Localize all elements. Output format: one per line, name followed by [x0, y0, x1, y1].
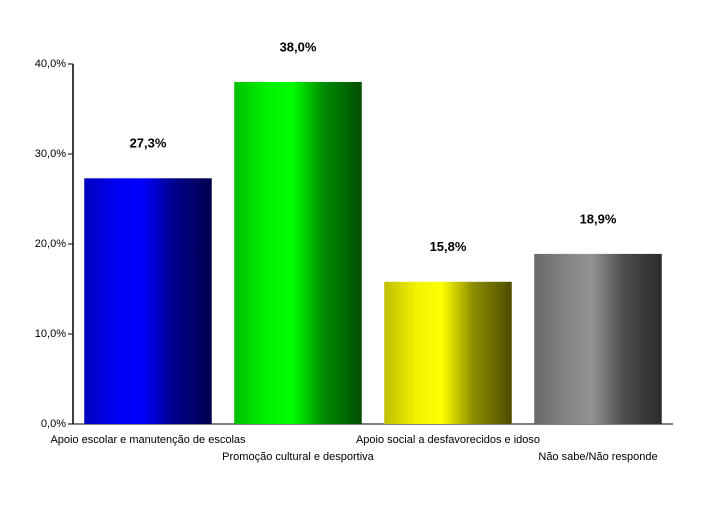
y-tick-label: 30,0%: [35, 148, 66, 160]
x-tick-label: Promoção cultural e desportiva: [222, 451, 375, 463]
value-label: 38,0%: [280, 39, 317, 54]
value-label: 18,9%: [580, 211, 617, 226]
x-tick-label: Apoio escolar e manutenção de escolas: [50, 434, 246, 446]
y-tick-label: 20,0%: [35, 238, 66, 250]
y-tick-label: 40,0%: [35, 58, 66, 70]
bar: [234, 82, 362, 424]
y-tick-label: 0,0%: [41, 418, 66, 430]
y-tick-label: 10,0%: [35, 328, 66, 340]
value-label: 15,8%: [430, 239, 467, 254]
bar: [84, 178, 212, 424]
x-tick-label: Apoio social a desfavorecidos e idoso: [356, 434, 540, 446]
value-label: 27,3%: [130, 136, 167, 151]
x-tick-label: Não sabe/Não responde: [538, 451, 657, 463]
bar: [384, 281, 512, 424]
bar: [534, 253, 662, 424]
